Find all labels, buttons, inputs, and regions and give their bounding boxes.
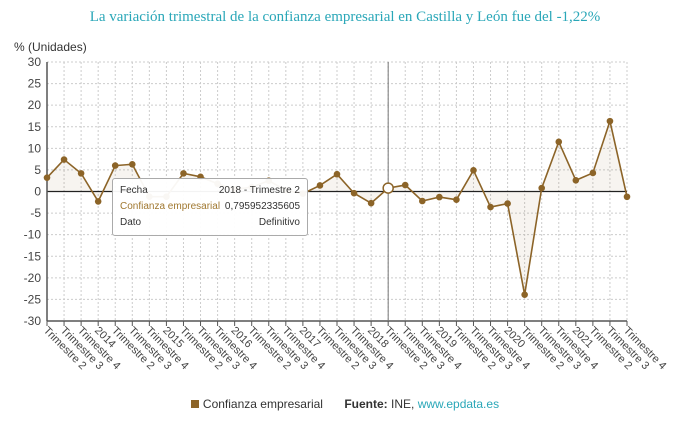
- y-tick-label: 5: [34, 163, 41, 177]
- data-point: [180, 170, 187, 177]
- y-tick-label: -5: [30, 206, 41, 220]
- data-point: [538, 184, 546, 192]
- data-point: [111, 162, 119, 169]
- data-point: [521, 291, 528, 298]
- data-point: [470, 167, 477, 174]
- legend-label: Confianza empresarial: [202, 397, 323, 411]
- y-tick-label: 15: [28, 120, 42, 134]
- data-point: [504, 200, 511, 207]
- data-point: [333, 170, 341, 178]
- data-point: [453, 196, 460, 204]
- data-point: [43, 174, 51, 181]
- series-area: [47, 121, 627, 295]
- y-tick-label: 25: [28, 77, 42, 91]
- data-point: [367, 199, 375, 207]
- legend-swatch-icon: [190, 400, 199, 408]
- y-tick-label: 10: [28, 141, 42, 155]
- y-tick-label: -25: [24, 292, 42, 306]
- tooltip-fecha-label: Fecha: [120, 185, 148, 196]
- tooltip-series-value: 0,795952335605: [224, 201, 300, 212]
- highlighted-point: [382, 182, 394, 194]
- y-tick-label: -20: [24, 271, 42, 285]
- tooltip-fecha-value: 2018 - Trimestre 2: [218, 185, 300, 196]
- data-point: [128, 161, 136, 168]
- y-axis-label: % (Unidades): [14, 40, 87, 54]
- data-point: [418, 197, 426, 205]
- data-point: [350, 189, 358, 197]
- tooltip-series-label: Confianza empresarial: [120, 201, 221, 212]
- y-tick-label: -10: [24, 228, 42, 242]
- tooltip-dato-label: Dato: [120, 217, 142, 228]
- data-point: [60, 156, 68, 163]
- legend-item[interactable]: Confianza empresarial: [190, 397, 323, 411]
- data-point: [623, 193, 631, 201]
- legend: Confianza empresarial Fuente: INE, www.e…: [0, 397, 690, 411]
- y-tick-label: 20: [28, 98, 42, 112]
- data-point: [606, 117, 614, 125]
- data-point: [94, 198, 102, 205]
- y-tick-label: -15: [24, 249, 42, 263]
- chart-title: La variación trimestral de la confianza …: [89, 9, 601, 25]
- tooltip: Fecha 2018 - Trimestre 2 Confianza empres…: [112, 178, 308, 236]
- data-point: [401, 181, 409, 189]
- data-point: [77, 170, 85, 177]
- source-label: Fuente:: [344, 397, 388, 411]
- y-tick-label: -30: [24, 314, 42, 328]
- y-tick-label: 30: [28, 55, 42, 69]
- data-point: [316, 182, 324, 189]
- y-tick-label: 0: [34, 185, 41, 199]
- data-point: [487, 203, 494, 211]
- tooltip-dato-value: Definitivo: [258, 217, 300, 228]
- data-point: [555, 138, 563, 146]
- data-point: [572, 176, 580, 184]
- data-point: [589, 169, 597, 177]
- source-link[interactable]: www.epdata.es: [417, 397, 500, 411]
- source-value: INE,: [391, 397, 415, 411]
- data-point: [436, 193, 443, 201]
